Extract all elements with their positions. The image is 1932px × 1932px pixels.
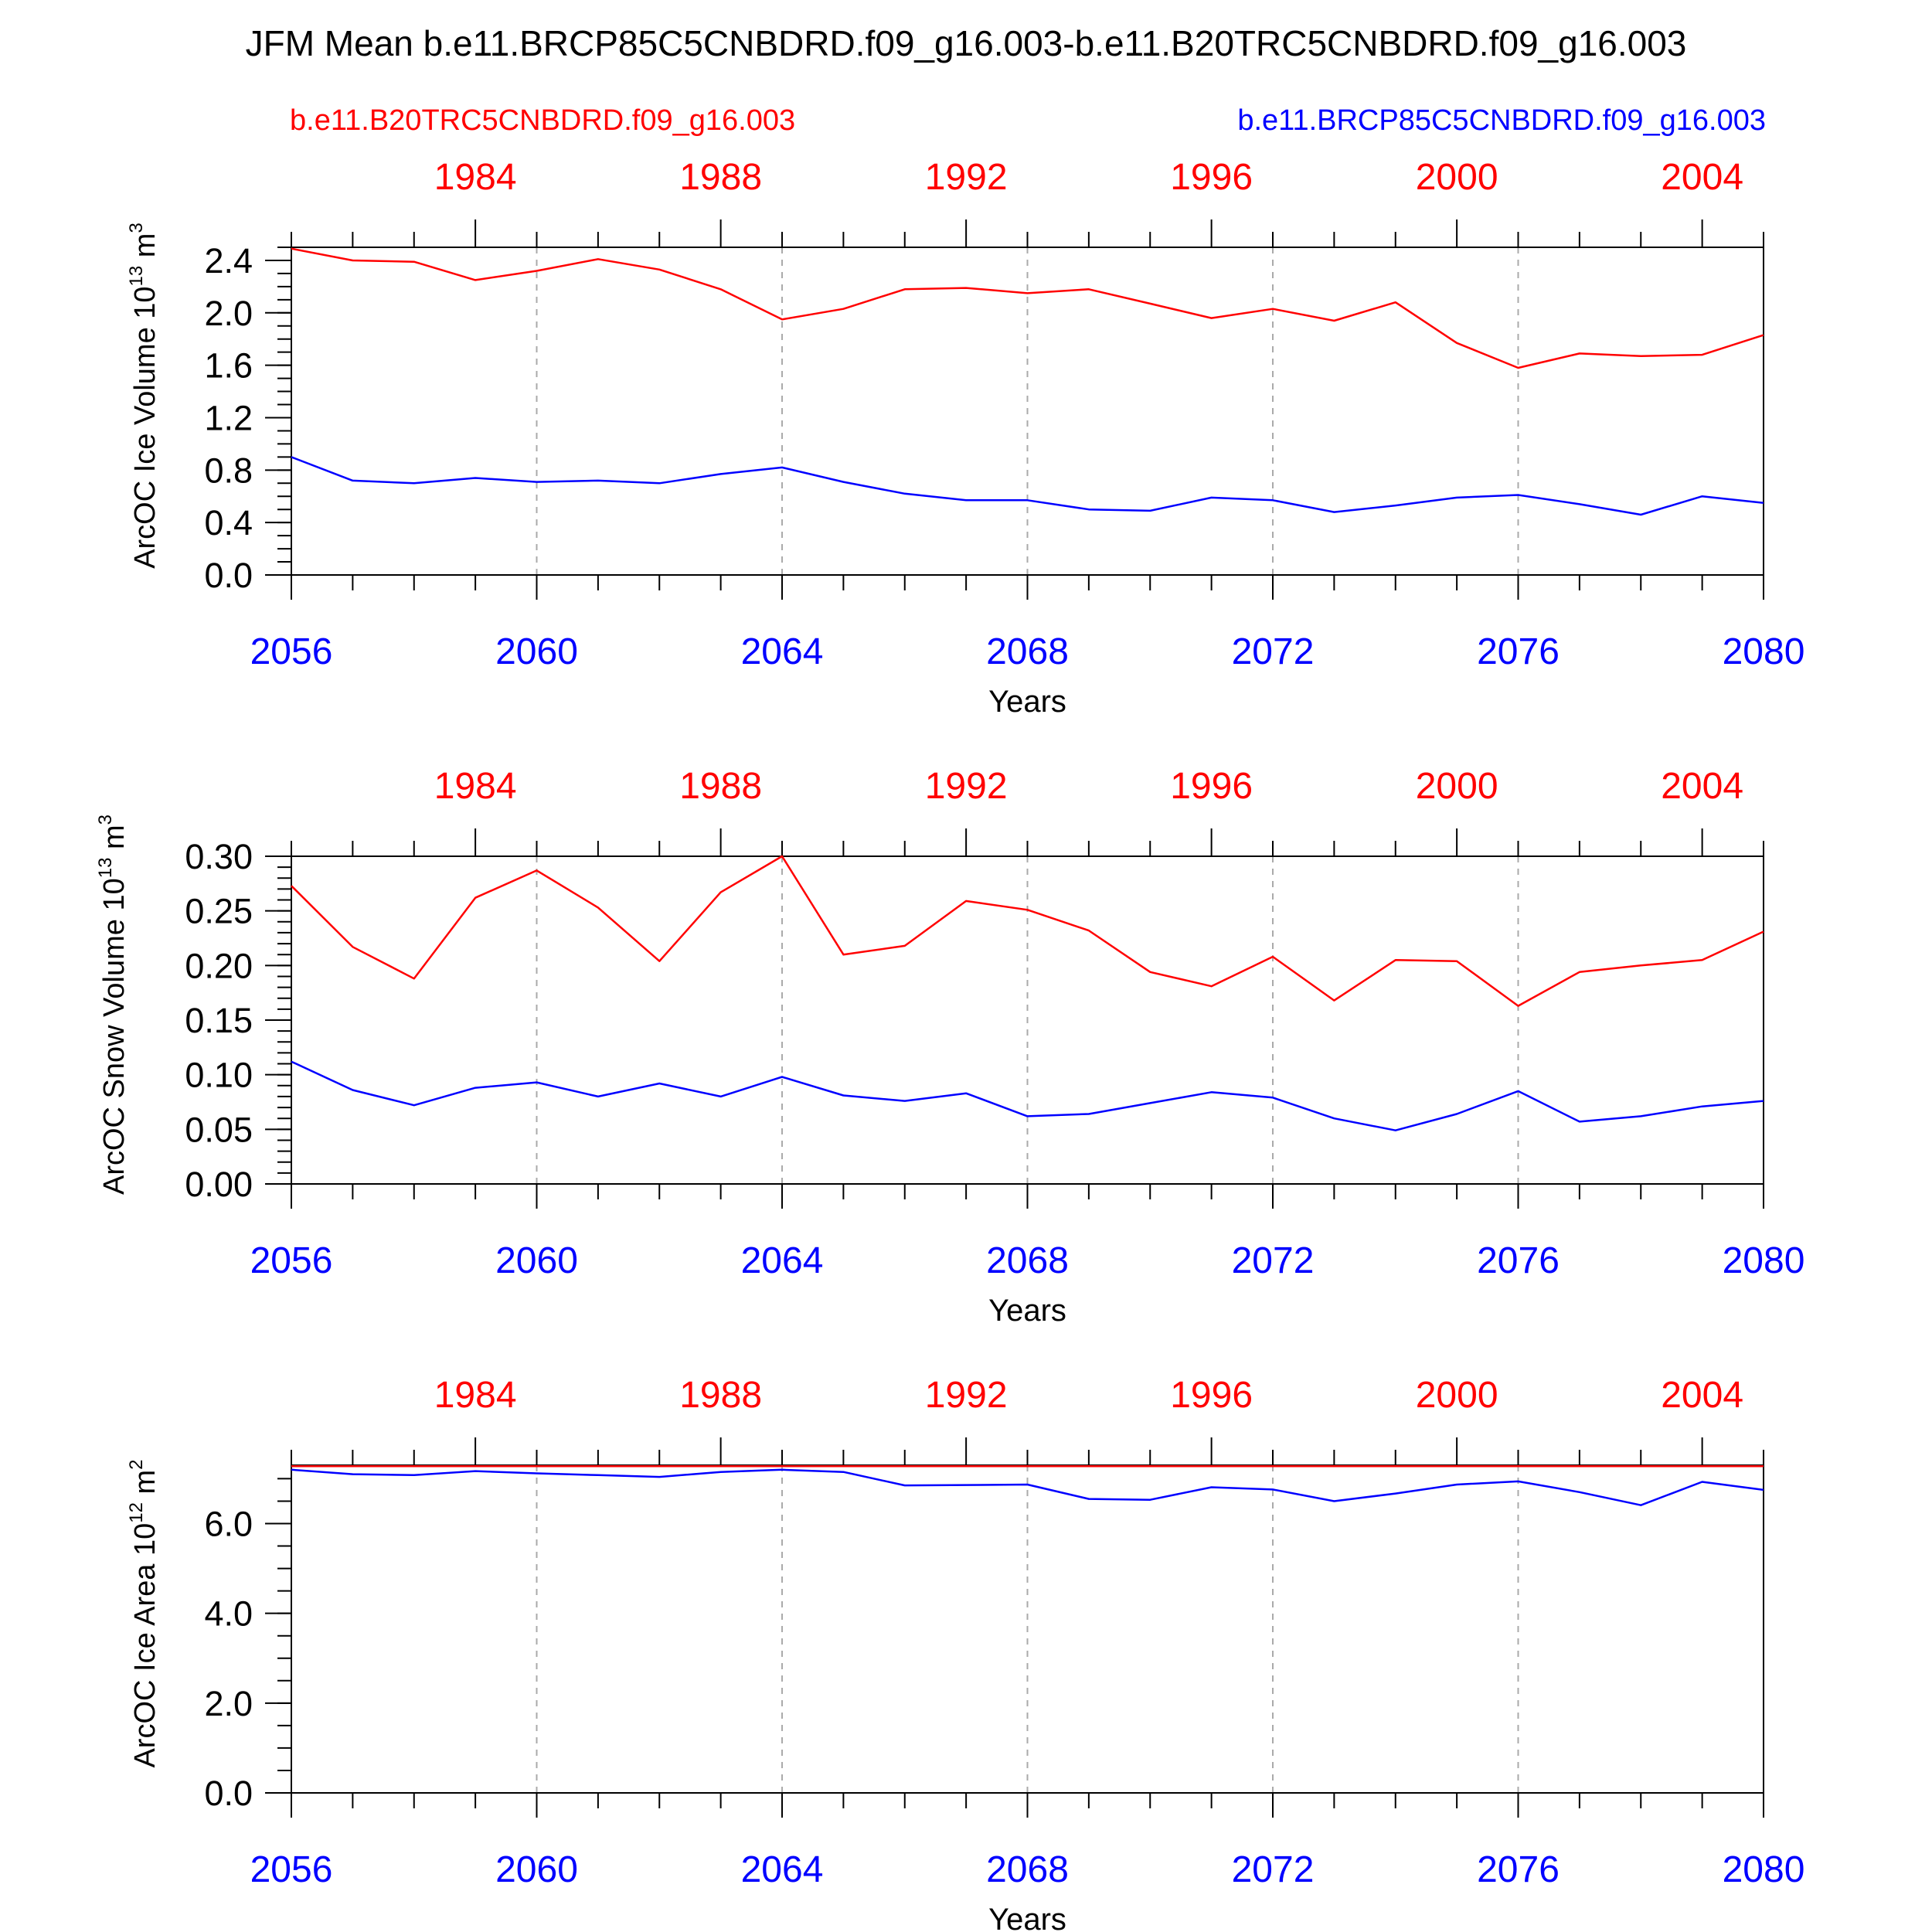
x-tick-label: 2072	[1232, 1849, 1315, 1890]
x-tick-label: 2076	[1477, 1849, 1560, 1890]
x-axis-label: Years	[988, 1294, 1066, 1328]
y-tick-label: 6.0	[204, 1505, 253, 1544]
x-top-tick-label: 1984	[434, 1375, 517, 1416]
chart-panel-3: 2056 2060 2064 2068 2072 2076 2080 1984 1988 1992…	[126, 1375, 1804, 1932]
x-axis-label: Years	[988, 685, 1066, 719]
x-tick-label: 2068	[986, 631, 1069, 672]
series-line-blue	[291, 1468, 1764, 1506]
x-tick-label: 2080	[1723, 1240, 1805, 1281]
x-tick-label: 2076	[1477, 1240, 1560, 1281]
y-tick-label: 0.8	[204, 451, 253, 490]
x-top-tick-label: 1996	[1170, 157, 1253, 198]
x-axis-label: Years	[988, 1903, 1066, 1932]
x-tick-label: 2060	[495, 1849, 578, 1890]
x-top-tick-label: 1984	[434, 766, 517, 807]
x-tick-label: 2076	[1477, 631, 1560, 672]
x-tick-label: 2064	[741, 631, 824, 672]
x-top-tick-label: 2000	[1416, 766, 1498, 807]
y-tick-label: 1.6	[204, 346, 253, 386]
x-top-tick-label: 1992	[925, 766, 1008, 807]
figure-title: JFM Mean b.e11.BRCP85C5CNBDRD.f09_g16.00…	[246, 23, 1687, 63]
x-tick-label: 2064	[741, 1240, 824, 1281]
x-tick-label: 2072	[1232, 1240, 1315, 1281]
x-top-tick-label: 1988	[679, 1375, 762, 1416]
y-axis-label: ArcOC Snow Volume 1013 m3	[95, 815, 131, 1195]
series-line-blue	[291, 456, 1764, 516]
y-tick-label: 0.20	[185, 946, 253, 985]
x-top-tick-label: 2004	[1661, 157, 1743, 198]
series-line-red	[291, 855, 1764, 1007]
x-tick-label: 2068	[986, 1849, 1069, 1890]
x-tick-label: 2060	[495, 1240, 578, 1281]
legend-blue-label: b.e11.BRCP85C5CNBDRD.f09_g16.003	[1237, 104, 1766, 137]
x-top-tick-label: 2004	[1661, 766, 1743, 807]
y-tick-label: 0.4	[204, 503, 253, 543]
x-top-tick-label: 1984	[434, 157, 517, 198]
legend-red-label: b.e11.B20TRC5CNBDRD.f09_g16.003	[290, 104, 795, 137]
x-top-tick-label: 2000	[1416, 157, 1498, 198]
chart-panel-1: 2056 2060 2064 2068 2072 2076 2080 1984 1988 1992…	[126, 157, 1804, 719]
y-tick-label: 2.4	[204, 241, 253, 281]
y-tick-label: 0.30	[185, 837, 253, 876]
y-tick-label: 0.05	[185, 1110, 253, 1149]
y-tick-label: 2.0	[204, 1684, 253, 1723]
x-tick-label: 2064	[741, 1849, 824, 1890]
x-top-tick-label: 1996	[1170, 766, 1253, 807]
x-top-tick-label: 1992	[925, 157, 1008, 198]
x-top-tick-label: 1988	[679, 766, 762, 807]
y-tick-label: 1.2	[204, 398, 253, 437]
series-line-blue	[291, 1060, 1764, 1131]
y-tick-label: 0.15	[185, 1001, 253, 1040]
x-tick-label: 2080	[1723, 1849, 1805, 1890]
x-top-tick-label: 2004	[1661, 1375, 1743, 1416]
x-tick-label: 2072	[1232, 631, 1315, 672]
x-top-tick-label: 1992	[925, 1375, 1008, 1416]
y-tick-label: 0.0	[204, 556, 253, 595]
y-tick-label: 0.10	[185, 1056, 253, 1095]
x-tick-label: 2068	[986, 1240, 1069, 1281]
x-tick-label: 2056	[250, 631, 333, 672]
x-tick-label: 2060	[495, 631, 578, 672]
x-tick-label: 2056	[250, 1240, 333, 1281]
y-tick-label: 0.00	[185, 1165, 253, 1204]
series-line-red	[291, 247, 1764, 369]
y-tick-label: 2.0	[204, 294, 253, 333]
y-tick-label: 4.0	[204, 1594, 253, 1634]
y-tick-label: 0.0	[204, 1774, 253, 1813]
x-top-tick-label: 1996	[1170, 1375, 1253, 1416]
x-tick-label: 2056	[250, 1849, 333, 1890]
y-tick-label: 0.25	[185, 892, 253, 931]
chart-panel-2: 2056 2060 2064 2068 2072 2076 2080 1984 1988 1992…	[95, 766, 1804, 1328]
x-top-tick-label: 2000	[1416, 1375, 1498, 1416]
x-top-tick-label: 1988	[679, 157, 762, 198]
y-axis-label: ArcOC Ice Volume 1013 m3	[126, 223, 162, 569]
x-tick-label: 2080	[1723, 631, 1805, 672]
y-axis-label: ArcOC Ice Area 1012 m2	[126, 1459, 162, 1767]
